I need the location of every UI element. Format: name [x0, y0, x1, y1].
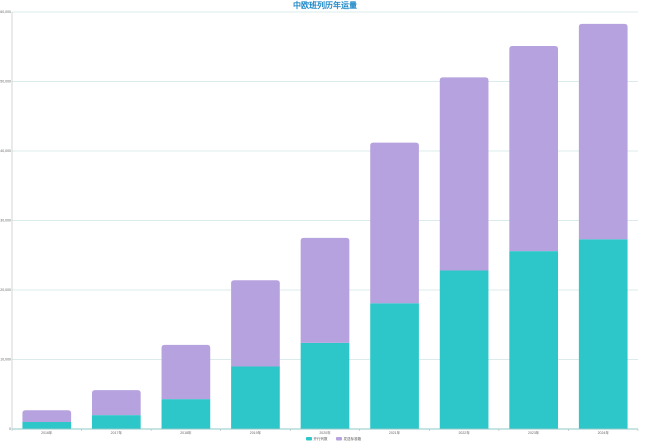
bars [22, 23, 628, 429]
x-tick-label: 2023年 [528, 430, 540, 435]
y-tick-label: 30,000 [0, 219, 11, 223]
y-tick-label: 60,000 [0, 10, 11, 14]
bar-segment [578, 239, 628, 429]
bar-segment [300, 342, 350, 429]
bar-segment [91, 390, 141, 416]
legend-label: 发送标准箱 [344, 436, 362, 441]
y-tick-label: 0 [9, 427, 11, 431]
bar-segment [578, 23, 628, 240]
x-tick-label: 2021年 [389, 430, 401, 435]
y-axis: 0 10,000 20,000 30,000 40,000 50,000 60,000 [0, 10, 13, 431]
bar-segment [300, 237, 350, 343]
bar-segment [231, 280, 280, 367]
bar-segment [439, 270, 489, 429]
bar-segment [370, 303, 419, 429]
chart-title: 中欧班列历年运量 [293, 0, 357, 10]
x-axis: 2016年 2017年 2018年 2019年 2020年 2021年 2022年 2023年… [11, 428, 639, 435]
bar-segment [439, 77, 489, 271]
x-tick-label: 2016年 [41, 430, 53, 435]
legend-label: 开行列数 [314, 436, 328, 441]
legend-swatch [306, 437, 312, 441]
x-tick-label: 2022年 [458, 430, 470, 435]
bar-segment [161, 399, 211, 429]
legend-swatch [336, 437, 342, 441]
x-tick-label: 2020年 [319, 430, 331, 435]
bar-segment [161, 344, 211, 400]
bar-segment [22, 422, 72, 429]
y-tick-label: 50,000 [0, 80, 11, 84]
x-tick-label: 2019年 [250, 430, 262, 435]
bar-segment [509, 251, 559, 429]
bar-segment [509, 46, 559, 252]
y-tick-label: 20,000 [0, 288, 11, 292]
y-tick-label: 40,000 [0, 149, 11, 153]
y-tick-label: 10,000 [0, 358, 11, 362]
x-tick-label: 2017年 [111, 430, 123, 435]
bar-segment [91, 415, 141, 429]
legend: 开行列数 发送标准箱 [306, 436, 361, 441]
bar-segment [370, 142, 419, 304]
x-tick-label: 2018年 [180, 430, 192, 435]
x-tick-label: 2024年 [598, 430, 610, 435]
bar-segment [22, 410, 72, 423]
bar-segment [231, 366, 280, 429]
